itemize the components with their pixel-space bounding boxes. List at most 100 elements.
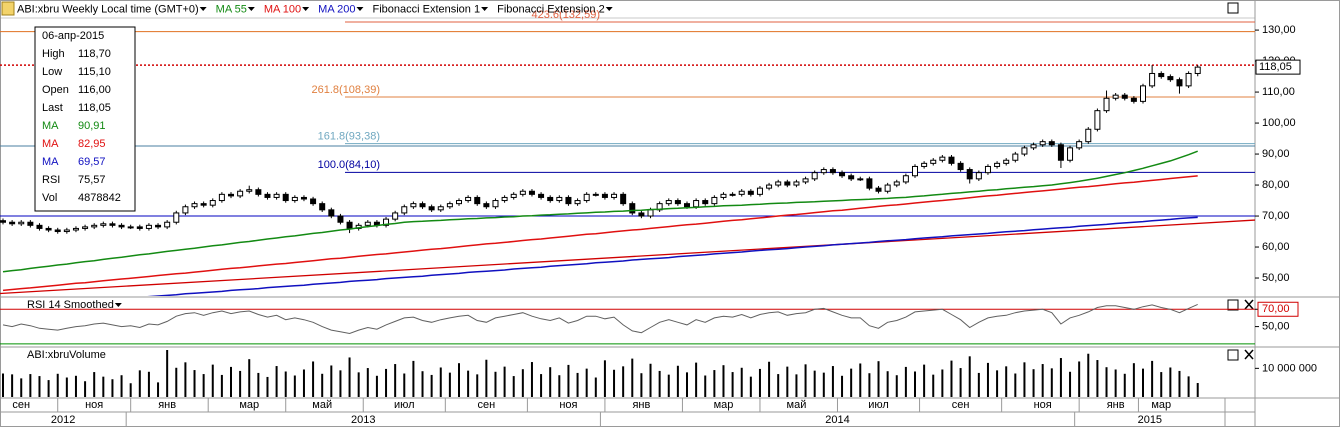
x-tick-label: сен [952,399,970,411]
volume-bar [758,368,761,397]
info-value: 116,00 [78,84,111,96]
level-label: 100.0(84,10) [318,159,380,171]
indicator-name[interactable]: Fibonacci Extension 2 [497,3,605,15]
candle-body [592,193,599,196]
volume-bar [968,356,971,397]
dropdown-arrow[interactable] [114,303,122,307]
volume-bar [74,375,77,397]
volume-bar [822,372,825,397]
volume-bar [777,374,780,397]
moving-average [147,216,1198,296]
volume-bar [111,379,114,397]
candle-body [200,203,207,206]
legend-entry[interactable]: MA 100 [264,3,301,15]
candle-body [1185,72,1192,87]
legend-entry[interactable]: MA 200 [318,3,355,15]
maximize-button[interactable] [1227,349,1239,361]
candle-body [975,172,982,180]
volume-bar [29,374,32,397]
volume-bar [421,371,424,397]
volume-bar [357,372,360,397]
candle-body [1021,147,1028,155]
volume-bar [330,365,333,397]
volume-bar [11,374,14,397]
volume-bar [904,366,907,397]
volume-bar [1078,361,1081,397]
candle-body [209,200,216,206]
info-label: High [42,48,65,60]
moving-average [2,175,1198,292]
volume-bar [458,363,460,397]
candle-body [756,187,763,195]
y-tick-label: 130,00 [1262,24,1296,36]
dropdown-arrow[interactable] [199,7,207,11]
candle-body [337,215,344,223]
volume-bar [549,367,552,397]
volume-bar [813,370,816,397]
year-label: 2015 [1138,414,1162,426]
dropdown-arrow[interactable] [302,7,310,11]
info-label: Low [42,66,62,78]
volume-bar [467,370,470,397]
volume-bar [977,372,980,397]
close-button[interactable] [1244,299,1254,310]
candle-body [674,200,681,205]
volume-bar [658,370,661,397]
volume-bar [786,366,789,397]
last-price-label: 118,05 [1259,61,1292,73]
candle-body [747,190,754,195]
candle-body [155,224,162,228]
volume-bar [585,368,588,397]
symbol-icon[interactable] [1,1,15,16]
legend-entry[interactable]: MA 55 [216,3,247,15]
indicator-name[interactable]: Fibonacci Extension 1 [372,3,480,15]
candle-body [620,193,627,205]
volume-bar [120,375,123,397]
y-tick-label: 70,00 [1262,303,1290,315]
candle-body [665,200,672,205]
volume-bar [1178,370,1181,397]
candle-body [237,190,244,197]
candle-body [875,187,882,192]
volume-bar [56,373,59,397]
y-tick-label: 60,00 [1262,241,1290,253]
volume-bar [38,376,41,397]
candle-body [291,196,298,202]
dropdown-arrow[interactable] [247,7,255,11]
dropdown-arrow[interactable] [605,7,613,11]
candle-body [893,181,900,186]
volume-bar [1096,360,1099,397]
candle-body [547,196,554,202]
maximize-button[interactable] [1227,2,1239,14]
volume-bar [403,373,406,397]
candle-body [264,193,271,198]
volume-bar [640,373,643,397]
volume-bar [494,371,497,397]
volume-bar [594,377,597,397]
volume-bar [1050,368,1053,397]
volume-bar [631,358,634,397]
info-box [34,26,136,212]
info-value: 90,91 [78,120,106,132]
volume-bar [1087,353,1090,397]
volume-bar [84,381,87,397]
maximize-button[interactable] [1227,299,1239,311]
dropdown-arrow[interactable] [481,7,489,11]
y-tick-label: 80,00 [1262,179,1290,191]
candle-body [684,203,690,208]
volume-bar [275,366,278,397]
candle-body [866,178,873,189]
volume-bar [567,364,570,397]
candle-body [729,193,736,196]
volume-bar [613,369,616,397]
volume-bar [667,374,670,397]
candle-body [446,203,453,208]
x-tick-label: июл [394,399,415,411]
info-value: 69,57 [78,156,106,168]
volume-bar [868,373,871,397]
close-button[interactable] [1244,349,1254,360]
dropdown-arrow[interactable] [356,7,364,11]
candle-body [255,189,262,195]
info-value: 82,95 [78,138,106,150]
